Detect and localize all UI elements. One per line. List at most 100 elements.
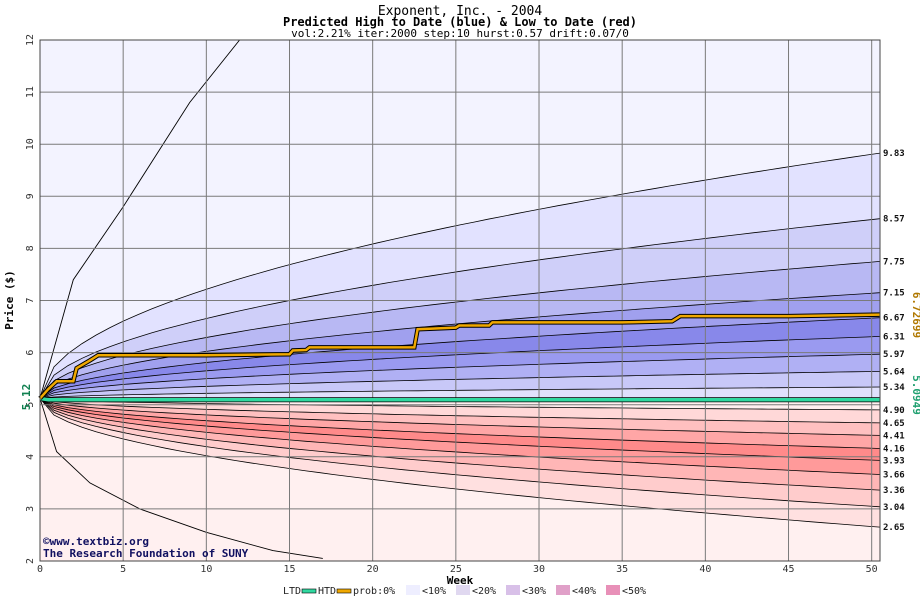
- x-tick-label-30: 30: [533, 564, 545, 575]
- low-band-2: [40, 398, 880, 436]
- legend: LTD HTD prob:0% <10% <20% <30% <40% <50%: [283, 585, 646, 597]
- band-line-14: [40, 398, 880, 475]
- high-band-end-label-3: 7.15: [883, 289, 905, 299]
- band-line-4: [40, 317, 880, 399]
- chart-parameters: vol:2.21% iter:2000 step:10 hurst:0.57 d…: [291, 27, 629, 40]
- low-band-6: [40, 398, 880, 491]
- low-band-end-label-1: 4.65: [883, 419, 905, 429]
- start-price-label: 5.12: [20, 384, 33, 411]
- legend-bin-label-0: <10%: [422, 586, 446, 597]
- chart-subtitle: Predicted High to Date (blue) & Low to D…: [283, 15, 637, 29]
- series-layer: [38, 312, 881, 403]
- low-band-4: [40, 398, 880, 461]
- x-tick-label-25: 25: [450, 564, 462, 575]
- legend-bin-swatch-2: [506, 585, 520, 595]
- legend-htd-swatch: [336, 588, 352, 594]
- high-band-5: [40, 317, 880, 399]
- legend-bin-swatch-1: [456, 585, 470, 595]
- band-line-6: [40, 353, 880, 399]
- y-tick-label-9: 9: [25, 193, 36, 199]
- low-band-end-label-5: 3.66: [883, 471, 905, 481]
- band-line-16: [40, 398, 880, 508]
- legend-bin-swatch-3: [556, 585, 570, 595]
- high-band-3: [40, 261, 880, 399]
- legend-bin-swatch-0: [406, 585, 420, 595]
- band-line-15: [40, 398, 880, 491]
- high-band-6: [40, 336, 880, 399]
- low-band-end-label-8: 2.65: [883, 523, 905, 533]
- band-line-12: [40, 398, 880, 449]
- low-band-end-label-2: 4.41: [883, 431, 905, 441]
- chart-title: Exponent, Inc. - 2004: [378, 4, 543, 19]
- x-tick-label-35: 35: [616, 564, 628, 575]
- legend-bin-label-4: <50%: [622, 586, 646, 597]
- htd-line: [39, 313, 881, 400]
- legend-bin-label-1: <20%: [472, 586, 496, 597]
- legend-ltd-label: LTD: [283, 586, 301, 597]
- y-tick-label-8: 8: [25, 245, 36, 251]
- band-line-0: [40, 152, 880, 399]
- x-tick-label-45: 45: [782, 564, 794, 575]
- low-band-7: [40, 398, 880, 507]
- low-band-3: [40, 398, 880, 449]
- y-tick-label-6: 6: [25, 350, 36, 356]
- y-tick-label-2: 2: [25, 558, 36, 564]
- band-line-17: [40, 398, 880, 528]
- x-tick-label-50: 50: [866, 564, 878, 575]
- high-band-1: [40, 153, 880, 399]
- credit-site: ©www.textbiz.org: [43, 535, 149, 548]
- legend-bin-label-3: <40%: [572, 586, 596, 597]
- legend-prob-label: prob:0%: [353, 586, 395, 597]
- x-tick-label-20: 20: [367, 564, 379, 575]
- high-band-end-label-1: 8.57: [883, 215, 905, 225]
- high-band-end-label-6: 5.97: [883, 350, 905, 360]
- low-band-9: [40, 398, 880, 561]
- x-axis-label: Week: [447, 574, 474, 587]
- ltd-line: [39, 396, 880, 402]
- low-band-end-label-6: 3.36: [883, 486, 905, 496]
- high-band-end-label-7: 5.64: [883, 367, 905, 377]
- high-band-end-label-8: 5.34: [883, 383, 905, 393]
- high-band-end-label-4: 6.67: [883, 314, 905, 324]
- y-tick-label-3: 3: [25, 506, 36, 512]
- band-line-5: [40, 336, 880, 399]
- high-band-0: [40, 40, 880, 399]
- y-tick-label-7: 7: [25, 297, 36, 303]
- high-band-9: [40, 387, 880, 399]
- low-band-end-label-7: 3.04: [883, 503, 905, 513]
- x-tick-label-0: 0: [37, 564, 43, 575]
- plot-area: [40, 40, 880, 561]
- band-end-labels: 9.83 8.57 7.75 7.15 6.67 6.31 5.97 5.64 5.34 4.90…: [883, 149, 905, 533]
- band-line-2: [40, 261, 880, 399]
- high-band-end-label-2: 7.75: [883, 257, 905, 267]
- plot-border: [39, 39, 881, 562]
- htd-end-label: 6.72699: [910, 292, 920, 338]
- y-tick-label-12: 12: [25, 34, 36, 46]
- credit-org: The Research Foundation of SUNY: [43, 547, 249, 560]
- high-band-end-label-0: 9.83: [883, 149, 905, 159]
- band-line-1: [40, 218, 880, 399]
- band-line-8: [40, 386, 880, 399]
- high-band-end-label-5: 6.31: [883, 332, 905, 342]
- legend-ltd-swatch: [301, 588, 317, 594]
- y-tick-label-11: 11: [25, 86, 36, 98]
- high-band-7: [40, 354, 880, 399]
- band-line-11: [40, 398, 880, 436]
- band-line-13: [40, 398, 880, 461]
- high-band-2: [40, 218, 880, 399]
- x-tick-label-5: 5: [120, 564, 126, 575]
- low-band-end-label-3: 4.16: [883, 444, 905, 454]
- legend-bin-label-2: <30%: [522, 586, 546, 597]
- y-tick-label-5: 5: [25, 402, 36, 408]
- low-band-8: [40, 398, 880, 528]
- legend-bin-swatch-4: [606, 585, 620, 595]
- band-line-7: [40, 371, 880, 399]
- low-band-5: [40, 398, 880, 475]
- low-band-end-label-4: 3.93: [883, 456, 905, 466]
- x-tick-label-10: 10: [200, 564, 212, 575]
- y-tick-label-10: 10: [25, 138, 36, 150]
- x-tick-label-15: 15: [283, 564, 295, 575]
- high-band-8: [40, 371, 880, 399]
